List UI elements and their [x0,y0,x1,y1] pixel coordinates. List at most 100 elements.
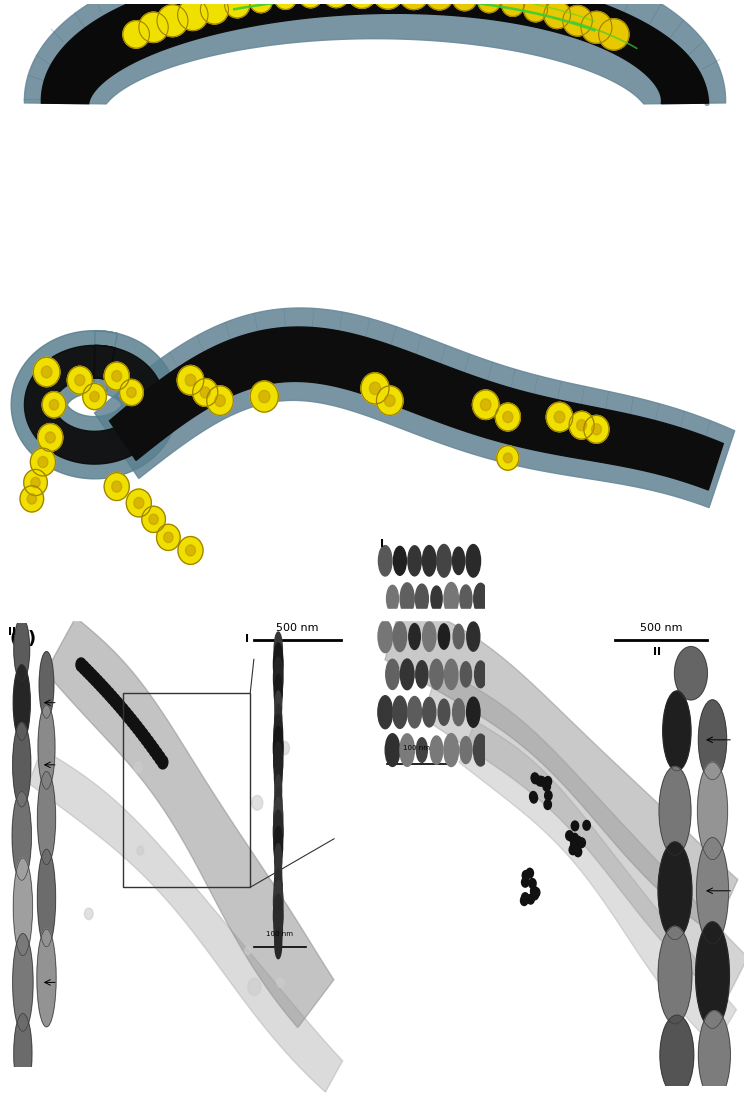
Circle shape [45,432,56,443]
Circle shape [298,0,322,8]
Ellipse shape [674,647,707,700]
Circle shape [134,761,142,773]
Ellipse shape [13,665,30,740]
Circle shape [530,794,538,803]
Circle shape [522,870,530,880]
Circle shape [425,0,454,10]
Circle shape [214,395,225,406]
Circle shape [583,820,590,830]
Circle shape [274,675,282,710]
Ellipse shape [38,771,56,865]
Circle shape [400,659,414,689]
Circle shape [422,622,436,652]
Circle shape [444,734,458,767]
Circle shape [164,532,173,543]
Circle shape [577,420,586,431]
Bar [123,694,250,887]
Text: 500 nm: 500 nm [276,623,319,633]
Circle shape [104,473,129,501]
Circle shape [127,714,136,727]
Polygon shape [422,669,748,1001]
Circle shape [137,846,144,855]
Circle shape [436,545,451,577]
Circle shape [75,374,85,386]
Ellipse shape [659,767,691,856]
Circle shape [207,386,233,415]
Circle shape [110,694,120,707]
Circle shape [578,838,586,848]
Circle shape [474,583,488,614]
Circle shape [274,759,282,793]
Circle shape [274,715,283,754]
Circle shape [135,725,146,738]
Circle shape [571,840,578,850]
Circle shape [251,381,278,412]
Circle shape [521,877,529,887]
Circle shape [177,365,204,395]
Circle shape [569,845,577,855]
Circle shape [466,545,481,577]
Circle shape [158,755,168,769]
Circle shape [248,978,261,996]
Circle shape [112,481,122,492]
Circle shape [520,896,528,906]
Circle shape [185,374,196,386]
Circle shape [157,524,180,551]
Circle shape [127,387,136,397]
Circle shape [96,678,106,692]
Circle shape [407,696,422,728]
Circle shape [24,470,47,495]
Circle shape [146,739,157,753]
Circle shape [27,494,37,504]
Polygon shape [25,0,725,104]
Circle shape [87,669,98,683]
Circle shape [444,583,458,615]
Circle shape [200,387,210,398]
Text: II: II [8,627,16,637]
Polygon shape [385,601,738,934]
Circle shape [460,585,472,613]
Circle shape [82,664,92,677]
Circle shape [386,734,400,766]
Circle shape [503,412,513,423]
Circle shape [104,362,129,390]
Circle shape [416,660,428,688]
Circle shape [538,777,545,786]
Circle shape [378,620,392,653]
Circle shape [178,0,208,30]
Circle shape [531,773,538,783]
Ellipse shape [13,1013,32,1093]
Ellipse shape [697,838,728,945]
Circle shape [400,734,415,766]
Circle shape [85,666,94,680]
Circle shape [347,0,376,8]
Circle shape [378,696,392,728]
Circle shape [149,514,158,525]
Circle shape [530,791,537,801]
Polygon shape [25,345,165,464]
Ellipse shape [663,692,691,771]
Circle shape [409,624,420,649]
Circle shape [536,776,544,786]
Circle shape [460,662,472,687]
Ellipse shape [38,705,55,789]
Circle shape [274,810,283,854]
Circle shape [544,777,551,786]
Circle shape [31,477,40,487]
Ellipse shape [12,791,32,880]
Circle shape [385,395,395,406]
Circle shape [274,826,283,865]
Circle shape [274,797,283,838]
Circle shape [544,800,551,809]
Circle shape [274,844,282,876]
Circle shape [274,0,296,9]
Ellipse shape [13,618,30,680]
Circle shape [495,403,520,431]
Circle shape [529,878,536,888]
Circle shape [93,675,103,689]
Circle shape [143,736,154,749]
Circle shape [138,728,148,741]
Circle shape [126,490,152,517]
Ellipse shape [13,723,31,807]
Circle shape [79,660,89,675]
